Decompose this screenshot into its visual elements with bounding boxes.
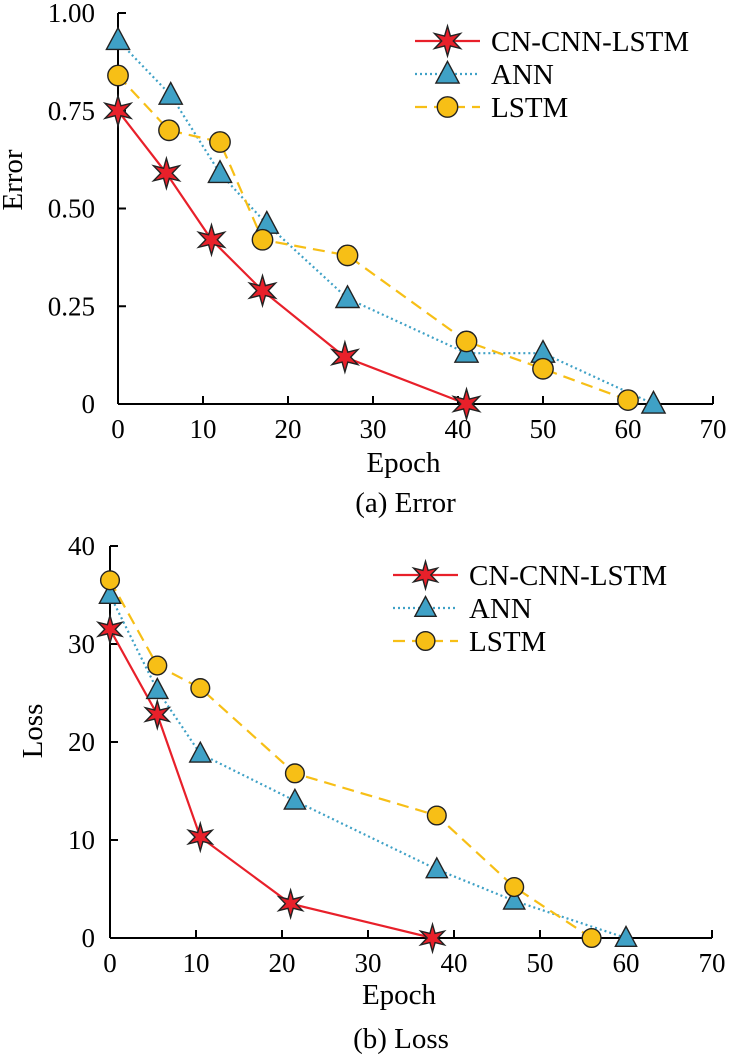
x-tick-label: 10 xyxy=(183,948,210,978)
y-tick-label: 0 xyxy=(82,389,96,419)
x-tick-label: 60 xyxy=(613,948,640,978)
y-tick-label: 0.75 xyxy=(48,96,95,126)
data-point-cn-cnn-lstm xyxy=(418,921,447,955)
y-tick-label: 40 xyxy=(68,531,95,561)
y-tick-label: 0 xyxy=(82,923,96,953)
data-point-cn-cnn-lstm xyxy=(329,339,361,375)
data-point-cn-cnn-lstm xyxy=(276,887,305,921)
data-point-cn-cnn-lstm xyxy=(151,155,182,191)
data-point-ann xyxy=(640,389,667,414)
x-tick-label: 40 xyxy=(445,414,472,444)
x-axis-label: Epoch xyxy=(366,447,441,479)
legend-label: CN-CNN-LSTM xyxy=(469,560,667,592)
legend-label: LSTM xyxy=(491,92,568,124)
series-line-lstm xyxy=(117,74,629,402)
data-point-cn-cnn-lstm xyxy=(247,273,278,309)
data-point-cn-cnn-lstm xyxy=(196,222,227,258)
panel-caption: (b) Loss xyxy=(353,1023,449,1055)
legend-label: LSTM xyxy=(469,626,546,658)
x-tick-label: 20 xyxy=(269,948,296,978)
legend-marker xyxy=(432,23,463,59)
legend-label: CN-CNN-LSTM xyxy=(491,26,689,58)
data-point-ann xyxy=(98,582,122,604)
data-point-ann xyxy=(614,925,638,947)
data-point-lstm xyxy=(190,678,211,699)
data-point-lstm xyxy=(251,228,274,251)
x-tick-label: 10 xyxy=(190,414,217,444)
data-point-lstm xyxy=(107,64,129,87)
data-point-ann xyxy=(425,856,449,879)
y-tick-label: 0.25 xyxy=(48,291,95,321)
data-point-ann xyxy=(145,677,170,700)
x-tick-label: 30 xyxy=(360,414,387,444)
y-tick-label: 0.50 xyxy=(48,194,95,224)
data-point-lstm xyxy=(336,244,359,267)
y-tick-label: 1.00 xyxy=(48,0,95,28)
series-line-cn-cnn-lstm xyxy=(117,110,467,406)
data-point-lstm xyxy=(99,570,121,591)
x-tick-label: 30 xyxy=(355,948,382,978)
data-point-ann xyxy=(188,740,213,763)
legend-label: ANN xyxy=(469,593,532,625)
data-point-lstm xyxy=(158,119,180,142)
panel-caption: (a) Error xyxy=(355,487,456,519)
data-point-lstm xyxy=(504,876,525,898)
y-tick-label: 30 xyxy=(68,629,95,659)
x-tick-label: 40 xyxy=(441,948,468,978)
data-point-lstm xyxy=(617,389,639,411)
x-tick-label: 60 xyxy=(615,414,642,444)
error-chart: 0 10 20 30 40 50 60 70 0 0.25 0.50 0.75 1.00 Epoch Err… xyxy=(0,0,727,519)
data-point-lstm xyxy=(426,805,447,826)
data-point-cn-cnn-lstm xyxy=(143,698,172,731)
series-line-ann xyxy=(117,39,654,405)
series-line-ann xyxy=(109,594,627,940)
y-axis-label: Error xyxy=(0,149,29,211)
data-point-ann xyxy=(105,26,131,51)
x-tick-label: 0 xyxy=(103,948,117,978)
x-tick-label: 70 xyxy=(699,948,726,978)
data-point-ann xyxy=(502,887,526,910)
x-tick-label: 50 xyxy=(530,414,557,444)
data-point-lstm xyxy=(284,763,305,784)
legend-marker xyxy=(415,630,436,652)
data-point-cn-cnn-lstm xyxy=(186,820,215,854)
x-tick-label: 20 xyxy=(275,414,302,444)
data-point-lstm xyxy=(581,927,602,949)
y-tick-label: 20 xyxy=(68,727,95,757)
legend-label: ANN xyxy=(491,59,554,91)
data-point-ann xyxy=(334,284,361,309)
legend-marker xyxy=(434,59,461,84)
data-point-lstm xyxy=(209,131,231,153)
data-point-lstm xyxy=(532,357,554,380)
x-tick-label: 70 xyxy=(700,414,727,444)
data-point-cn-cnn-lstm xyxy=(95,612,125,646)
y-axis-label: Loss xyxy=(17,704,49,759)
data-point-cn-cnn-lstm xyxy=(102,93,134,129)
data-point-ann xyxy=(283,787,307,810)
data-point-ann xyxy=(207,159,233,184)
x-tick-label: 0 xyxy=(111,414,125,444)
legend-marker xyxy=(411,558,440,592)
data-point-ann xyxy=(157,81,184,105)
data-point-lstm xyxy=(147,655,168,676)
x-tick-label: 50 xyxy=(527,948,554,978)
x-axis-label: Epoch xyxy=(362,979,437,1011)
legend-marker xyxy=(436,96,459,118)
data-point-cn-cnn-lstm xyxy=(451,386,482,422)
legend-marker xyxy=(413,595,438,617)
y-tick-label: 10 xyxy=(68,825,95,855)
data-point-lstm xyxy=(455,330,478,353)
series-line-cn-cnn-lstm xyxy=(109,628,433,940)
